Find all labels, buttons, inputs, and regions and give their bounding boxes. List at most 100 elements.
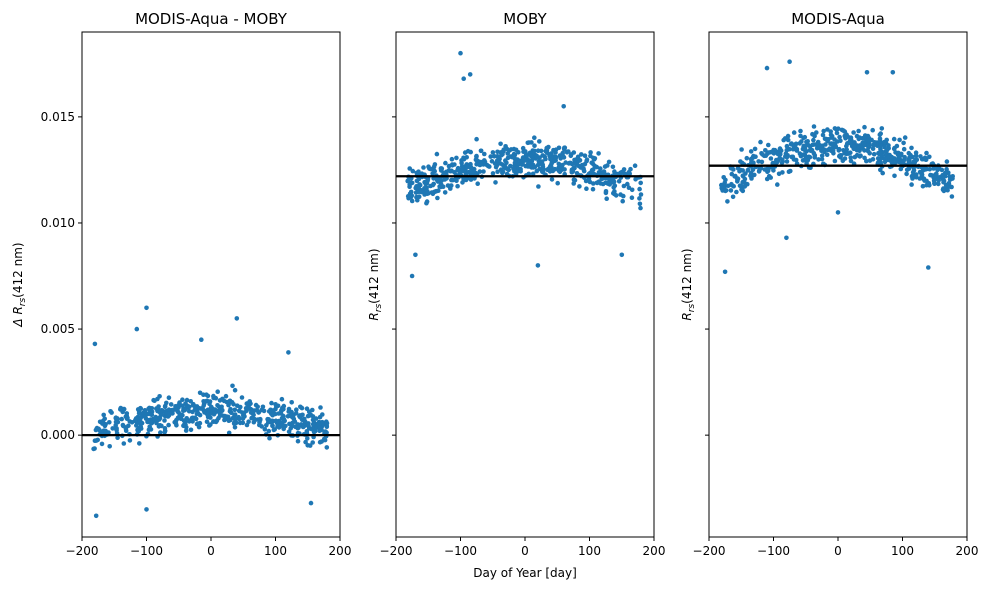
data-point (752, 146, 758, 152)
data-point (589, 167, 595, 173)
data-point (568, 152, 574, 157)
data-point (449, 156, 455, 162)
data-point (607, 182, 612, 187)
data-point (806, 142, 811, 148)
data-point (745, 168, 751, 173)
data-point (537, 139, 542, 144)
data-point (870, 146, 876, 151)
panel-title: MODIS-Aqua - MOBY (135, 10, 288, 28)
data-point (802, 147, 808, 153)
data-point (786, 169, 792, 174)
data-point (308, 412, 314, 418)
data-point (825, 138, 830, 144)
data-point (535, 263, 541, 268)
data-point (637, 186, 642, 192)
data-point (852, 154, 858, 160)
data-point (99, 441, 105, 447)
data-point (867, 158, 873, 163)
data-point (632, 163, 638, 168)
data-point (479, 161, 484, 167)
data-point (842, 151, 847, 156)
data-point (506, 167, 512, 173)
data-point (841, 128, 846, 133)
data-point (203, 399, 208, 404)
data-point (438, 182, 444, 188)
y-label-symbol: R (367, 312, 381, 320)
data-point (811, 124, 817, 129)
data-point (906, 150, 912, 156)
data-point (442, 177, 448, 182)
data-point (547, 169, 553, 174)
data-point (249, 410, 255, 415)
data-point (819, 153, 825, 158)
data-point (158, 408, 164, 414)
data-point (821, 147, 826, 153)
data-point (280, 423, 285, 429)
data-point (474, 136, 479, 142)
data-point (879, 126, 885, 131)
data-point (901, 140, 906, 146)
data-point (566, 149, 571, 154)
data-point (845, 151, 851, 156)
data-point (752, 172, 757, 178)
data-point (464, 164, 470, 170)
data-point (229, 400, 235, 405)
data-point (408, 189, 414, 195)
data-point (862, 148, 867, 153)
data-point (101, 412, 106, 418)
data-point (96, 426, 101, 432)
data-point (528, 153, 534, 159)
data-point (293, 411, 299, 416)
data-point (207, 399, 213, 404)
data-point (269, 400, 274, 406)
data-point (438, 166, 444, 171)
data-point (146, 406, 151, 412)
data-point (410, 168, 416, 174)
data-point (877, 139, 883, 144)
data-point (811, 137, 816, 143)
data-point (508, 163, 513, 169)
data-point (522, 158, 528, 163)
data-point (124, 411, 130, 416)
data-point (494, 158, 500, 164)
x-tick-label: −200 (693, 544, 726, 558)
data-point (417, 182, 422, 187)
data-point (107, 444, 112, 449)
data-point (201, 403, 206, 408)
data-point (638, 180, 643, 186)
data-point (618, 192, 623, 197)
data-point (637, 201, 643, 207)
data-point (556, 145, 562, 151)
data-point (473, 157, 479, 162)
data-point (719, 185, 724, 191)
data-point (729, 183, 735, 188)
data-point (838, 138, 843, 143)
data-point (308, 500, 314, 506)
data-point (137, 441, 142, 446)
data-point (785, 137, 791, 143)
data-point (891, 146, 897, 152)
data-point (230, 383, 235, 389)
data-point (162, 426, 168, 431)
data-point (543, 156, 548, 162)
panel-moby: MOBY −200 −100 0 100 200 Rrs(412 nm) (367, 10, 665, 558)
data-point (562, 167, 567, 172)
data-point (548, 157, 553, 162)
data-point (237, 408, 242, 414)
data-point (561, 104, 566, 109)
data-point (784, 235, 789, 241)
data-point (461, 155, 466, 161)
data-point (177, 400, 182, 405)
data-point (286, 409, 292, 414)
data-point (424, 200, 429, 206)
data-point (909, 182, 914, 187)
data-point (261, 408, 267, 414)
data-point (255, 404, 260, 410)
y-axis-label: Δ Rrs(412 nm) (11, 242, 28, 327)
data-point (153, 414, 158, 420)
data-point (270, 412, 275, 418)
data-point (867, 143, 872, 149)
data-point (162, 418, 167, 423)
data-point (865, 138, 871, 143)
data-point (582, 153, 588, 158)
